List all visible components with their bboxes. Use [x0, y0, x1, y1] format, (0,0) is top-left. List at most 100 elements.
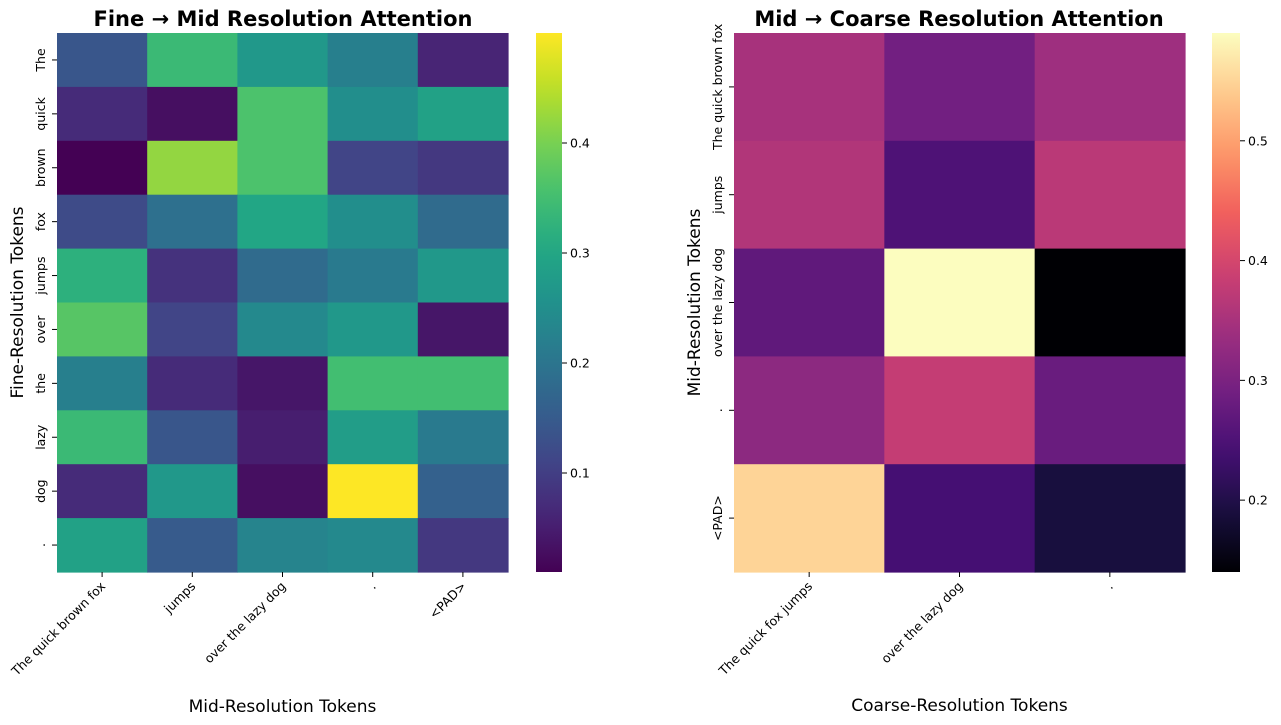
- y-tick-label-over-the-lazy-dog: over the lazy dog: [710, 248, 725, 357]
- y-tick-label-quick: quick: [33, 96, 48, 130]
- heatmap-cell-r2-c0: [734, 248, 885, 357]
- colorbar-tick-label: 0.4: [570, 136, 590, 151]
- heatmap-cell-r0-c1: [884, 33, 1036, 142]
- y-tick-label-the-quick-brown-fox: The quick brown fox: [710, 24, 725, 151]
- heatmap-cell-r9-c4: [417, 518, 509, 573]
- heatmap-cell-r5-c0: [57, 302, 148, 357]
- heatmap-cell-r0-c0: [734, 33, 885, 142]
- heatmap-cell-r0-c0: [57, 33, 148, 88]
- heatmap-cells: [734, 33, 1186, 573]
- heatmap-cell-r0-c2: [1034, 33, 1186, 142]
- heatmap-cell-r4-c3: [327, 248, 419, 304]
- heatmap-cell-r9-c3: [327, 518, 419, 573]
- heatmap-cell-r4-c0: [734, 464, 885, 573]
- heatmap-cell-r5-c3: [327, 302, 419, 357]
- heatmap-cell-r6-c4: [417, 356, 509, 411]
- y-tick-label-dot: .: [33, 543, 48, 547]
- colorbar-tick-label: 0.3: [570, 246, 590, 261]
- heatmap-cell-r8-c3: [327, 464, 419, 519]
- heatmap-cell-r0-c1: [147, 33, 238, 88]
- y-tick-label-jumps: jumps: [33, 257, 48, 296]
- heatmap-cell-r8-c1: [147, 464, 238, 519]
- heatmap-cell-r2-c2: [1034, 248, 1186, 357]
- x-tick-label-the-quick-fox-jumps: The quick fox jumps: [715, 579, 815, 679]
- heatmap-cell-r7-c0: [57, 410, 148, 465]
- colorbar-tick-label: 0.3: [1248, 373, 1268, 388]
- heatmap-cell-r2-c3: [327, 140, 419, 196]
- heatmap-cell-r0-c2: [237, 33, 329, 88]
- heatmap-cell-r7-c3: [327, 410, 419, 465]
- heatmap-fine-to-mid: Fine → Mid Resolution Attention The quick…: [8, 7, 590, 717]
- colorbar-tick-label: 0.1: [570, 466, 590, 481]
- heatmap-cell-r2-c1: [884, 248, 1036, 357]
- heatmap-cell-r5-c1: [147, 302, 238, 357]
- heatmap-cell-r1-c0: [57, 86, 148, 142]
- heatmap-cell-r3-c4: [417, 194, 509, 250]
- heatmap-cell-r1-c4: [417, 86, 509, 142]
- heatmap-cell-r1-c2: [1034, 140, 1186, 250]
- heatmap-cell-r1-c1: [147, 86, 238, 142]
- heatmap-cell-r1-c3: [327, 86, 419, 142]
- heatmap-cell-r8-c0: [57, 464, 148, 519]
- heatmap-cell-r4-c4: [417, 248, 509, 304]
- heatmap-cell-r7-c2: [237, 410, 329, 465]
- colorbar: [536, 33, 562, 572]
- colorbar-tick-label: 0.5: [1248, 133, 1268, 148]
- heatmap-cell-r3-c3: [327, 194, 419, 250]
- heatmap-cell-r2-c4: [417, 140, 509, 196]
- colorbar-tick-label: 0.2: [1248, 493, 1268, 508]
- heatmap-cell-r7-c1: [147, 410, 238, 465]
- heatmap-cell-r3-c2: [237, 194, 329, 250]
- heatmap-cell-r3-c1: [147, 194, 238, 250]
- heatmap-cell-r7-c4: [417, 410, 509, 465]
- heatmap-cell-r4-c1: [884, 464, 1036, 573]
- x-tick-label-the-quick-brown-fox: The quick brown fox: [8, 579, 109, 680]
- heatmap-cell-r3-c1: [884, 356, 1036, 465]
- y-tick-label-over: over: [33, 315, 48, 344]
- heatmap-cell-r0-c3: [327, 33, 419, 88]
- heatmap-cell-r9-c0: [57, 518, 148, 573]
- y-tick-label-jumps: jumps: [710, 176, 725, 215]
- heatmap-cell-r9-c1: [147, 518, 238, 573]
- heatmap-cell-r5-c2: [237, 302, 329, 357]
- heatmap-cell-r4-c2: [1034, 464, 1186, 573]
- x-tick-label-pad: <PAD>: [426, 579, 469, 622]
- heatmap-cell-r5-c4: [417, 302, 509, 357]
- heatmap-cell-r3-c2: [1034, 356, 1186, 465]
- y-tick-label-pad: <PAD>: [710, 495, 725, 541]
- y-tick-label-dog: dog: [33, 479, 48, 503]
- heatmap-cell-r2-c1: [147, 140, 238, 196]
- y-tick-label-lazy: lazy: [33, 424, 48, 450]
- x-tick-label-dot: .: [1103, 579, 1116, 592]
- colorbar-tick-label: 0.4: [1248, 253, 1268, 268]
- x-tick-label-dot: .: [365, 579, 378, 592]
- x-tick-label-over-the-lazy-dog: over the lazy dog: [201, 579, 289, 667]
- heatmap-cell-r3-c0: [734, 356, 885, 465]
- heatmap-cell-r4-c2: [237, 248, 329, 304]
- chart-title: Mid → Coarse Resolution Attention: [754, 7, 1163, 31]
- heatmap-cell-r9-c2: [237, 518, 329, 573]
- colorbar-tick-label: 0.2: [570, 356, 590, 371]
- y-tick-label-the: the: [33, 373, 48, 394]
- heatmap-cell-r1-c2: [237, 86, 329, 142]
- heatmap-cell-r8-c4: [417, 464, 509, 519]
- x-axis-label: Coarse-Resolution Tokens: [851, 696, 1068, 716]
- y-tick-label-fox: fox: [33, 212, 48, 231]
- heatmap-cell-r1-c1: [884, 140, 1036, 250]
- heatmap-cell-r3-c0: [57, 194, 148, 250]
- heatmap-mid-to-coarse: Mid → Coarse Resolution Attention The qui…: [685, 7, 1268, 716]
- chart-title: Fine → Mid Resolution Attention: [94, 7, 473, 31]
- y-axis-label: Mid-Resolution Tokens: [685, 208, 705, 396]
- heatmap-cell-r6-c1: [147, 356, 238, 411]
- y-tick-label-the: The: [33, 48, 48, 73]
- heatmap-cells: [57, 33, 509, 573]
- heatmap-cell-r0-c4: [417, 33, 509, 88]
- heatmap-cell-r6-c0: [57, 356, 148, 411]
- heatmap-cell-r1-c0: [734, 140, 885, 250]
- heatmap-cell-r6-c2: [237, 356, 329, 411]
- y-axis-label: Fine-Resolution Tokens: [8, 206, 28, 398]
- x-axis-label: Mid-Resolution Tokens: [189, 697, 377, 717]
- x-tick-label-over-the-lazy-dog: over the lazy dog: [878, 579, 966, 667]
- heatmap-cell-r2-c0: [57, 140, 148, 196]
